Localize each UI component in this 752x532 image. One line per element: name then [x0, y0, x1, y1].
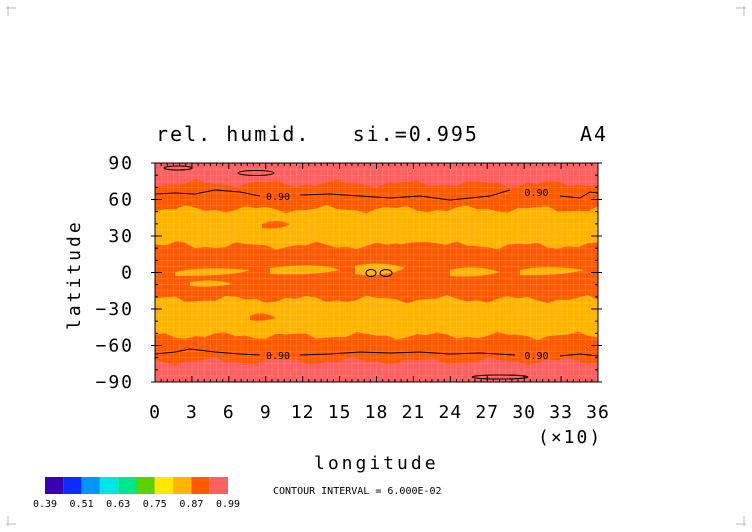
x-tick-label: 0 [149, 402, 161, 423]
contour-lines [154, 165, 599, 380]
colorbar-swatch [118, 477, 137, 494]
colorbar-label: 0.63 [106, 499, 130, 510]
colorbar-label: 0.39 [33, 499, 57, 510]
colorbar-labels: 0.39 0.51 0.63 0.75 0.87 0.99 [33, 499, 240, 510]
y-tick-label: −60 [95, 336, 134, 357]
colorbar-swatch [209, 477, 228, 494]
yellow-streak [190, 280, 232, 287]
band-0 [155, 163, 598, 188]
y-tick-label: −30 [95, 299, 134, 320]
x-tick-label: 9 [260, 402, 272, 423]
colorbar-swatch [191, 477, 210, 494]
colorbar-label: 0.51 [70, 499, 94, 510]
contour-loop [379, 269, 393, 277]
colorbar-swatch [45, 477, 64, 494]
plot-area: 0.90 0.90 0.90 0.90 [151, 162, 602, 383]
x-tick-label: 24 [438, 402, 462, 423]
colorbar-swatch [63, 477, 82, 494]
x-tick-label: 21 [402, 402, 426, 423]
x-tick-label: 3 [186, 402, 198, 423]
colorbar-label: 0.87 [179, 499, 203, 510]
colorbar [45, 477, 228, 494]
x-tick-label: 15 [328, 402, 352, 423]
orange-patch [262, 221, 290, 229]
x-tick-label: 33 [549, 402, 573, 423]
band-6 [155, 357, 598, 382]
band-4 [155, 295, 598, 340]
y-tick-label: 30 [108, 226, 134, 247]
x-tick-label: 12 [291, 402, 315, 423]
x-tick-label: 6 [223, 402, 235, 423]
colorbar-label: 0.99 [216, 499, 240, 510]
y-axis-label: latitude [64, 219, 85, 330]
y-tick-label: 90 [108, 153, 134, 174]
contour-label: 0.90 [524, 188, 548, 199]
band-5 [155, 331, 598, 366]
contour-line-south [154, 348, 599, 357]
colorbar-swatch [173, 477, 192, 494]
contour-label: 0.90 [266, 192, 290, 203]
yellow-streak [175, 268, 250, 276]
y-tick-label: 0 [121, 263, 134, 284]
colorbar-swatch [99, 477, 119, 494]
crop-marks [6, 6, 746, 526]
x-tick-label: 18 [365, 402, 389, 423]
x-tick-label: 30 [512, 402, 536, 423]
x-axis-label: longitude [314, 453, 439, 474]
yellow-streak [270, 265, 340, 275]
orange-patch [170, 241, 190, 249]
y-tick-label: 60 [108, 190, 134, 211]
contour-line-north [154, 189, 599, 201]
contour-labels: 0.90 0.90 0.90 0.90 [266, 188, 549, 362]
colorbar-swatch [154, 477, 174, 494]
y-tick-labels: 90 60 30 0 −30 −60 −90 [95, 153, 134, 393]
x-tick-label: 36 [586, 402, 610, 423]
chart-title: rel. humid. si.=0.995 [156, 122, 479, 146]
grid-lines [154, 162, 599, 383]
humidity-bands [155, 163, 598, 382]
axis-ticks [151, 162, 602, 383]
x-tick-labels: 0 3 6 9 12 15 18 21 24 27 30 33 36 [149, 402, 610, 423]
panel-label: A4 [580, 122, 608, 146]
x-tick-label: 27 [475, 402, 499, 423]
band-2 [155, 205, 598, 250]
contour-interval-note: CONTOUR INTERVAL = 6.000E-02 [273, 486, 442, 497]
band-1 [155, 179, 598, 214]
contour-loop [237, 170, 275, 176]
yellow-streak [520, 267, 585, 276]
colorbar-label: 0.75 [143, 499, 167, 510]
y-tick-label: −90 [95, 372, 134, 393]
contour-label: 0.90 [266, 351, 290, 362]
contour-loop [365, 269, 377, 277]
x-multiplier: (×10) [538, 427, 602, 448]
colorbar-swatch [136, 477, 155, 494]
humidity-patches [170, 221, 585, 321]
colorbar-swatch [81, 477, 100, 494]
orange-patch [395, 242, 450, 251]
yellow-streak [355, 263, 405, 276]
orange-patch [250, 313, 276, 321]
contour-label: 0.90 [524, 351, 548, 362]
yellow-streak [450, 267, 500, 277]
